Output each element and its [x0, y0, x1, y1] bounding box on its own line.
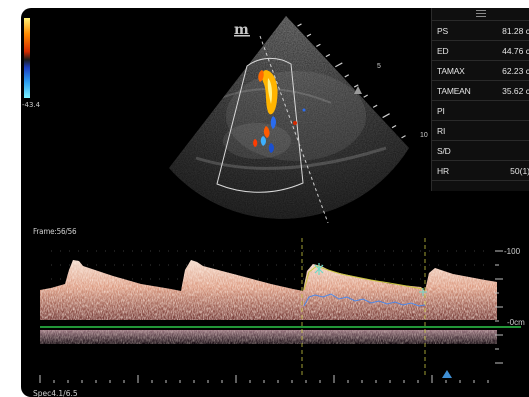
measurement-label: S/D	[437, 145, 451, 156]
measurement-row-hr: HR 50(1)	[432, 161, 529, 181]
measurement-label: RI	[437, 125, 446, 136]
spectral-settings-label: Spec4.1/6.5	[33, 389, 78, 397]
measurement-panel: PS 81.28 c ED 44.76 c TAMAX 62.23 c TAMEAN 3…	[431, 8, 529, 191]
measurement-row-ed: ED 44.76 c	[432, 41, 529, 61]
measurement-row-sd: S/D	[432, 141, 529, 161]
spectral-doppler-strip	[39, 238, 521, 383]
ultrasound-display: 5 10 -43.4 m PS 81.28 c ED 44.76 c TAMAX 62…	[21, 8, 529, 397]
color-roi-box[interactable]	[216, 57, 304, 193]
measurement-row-pi: PI	[432, 101, 529, 121]
end-diastolic-marker[interactable]	[419, 288, 427, 296]
frame-counter: Frame:56/56	[33, 227, 77, 236]
time-axis-ticks	[39, 375, 489, 383]
velocity-scale-ticks	[495, 250, 503, 364]
measurement-row-ps: PS 81.28 c	[432, 21, 529, 41]
focus-marker	[354, 86, 362, 94]
menu-icon[interactable]	[476, 10, 486, 17]
depth-mark-5: 5	[377, 63, 381, 70]
measurement-label: TAMEAN	[437, 85, 471, 96]
measurement-value: 44.76 c	[502, 45, 529, 56]
measurement-label: PI	[437, 105, 445, 116]
depth-mark-10: 10	[420, 132, 428, 139]
measurement-row-tamax: TAMAX 62.23 c	[432, 61, 529, 81]
measurement-value: 62.23 c	[502, 65, 529, 76]
depth-scale	[297, 23, 406, 139]
color-flow	[253, 70, 306, 153]
peak-systolic-marker[interactable]	[314, 263, 324, 275]
probe-orientation-logo: m	[234, 22, 250, 38]
measurement-label: HR	[437, 165, 449, 176]
b-mode-image: 5 10	[169, 16, 428, 223]
scale-label-top: -100	[504, 247, 521, 256]
mean-velocity-trace	[303, 293, 426, 307]
velocity-scale-label: -43.4	[22, 101, 41, 109]
scale-label-zero: -0cm	[507, 318, 525, 327]
measurement-panel-header	[432, 8, 529, 21]
measurement-value: 35.62 c	[502, 85, 529, 96]
measurement-label: TAMAX	[437, 65, 465, 76]
measurement-row-ri: RI	[432, 121, 529, 141]
measurement-value: 81.28 c	[502, 25, 529, 36]
measurement-row-tamean: TAMEAN 35.62 c	[432, 81, 529, 101]
measurement-value: 50(1)	[510, 165, 529, 176]
measurement-label: PS	[437, 25, 448, 36]
color-velocity-bar	[24, 18, 30, 98]
time-cursor-marker[interactable]	[442, 370, 452, 378]
peak-envelope-trace	[303, 265, 424, 291]
measurement-label: ED	[437, 45, 449, 56]
svg-text:m: m	[234, 22, 249, 38]
